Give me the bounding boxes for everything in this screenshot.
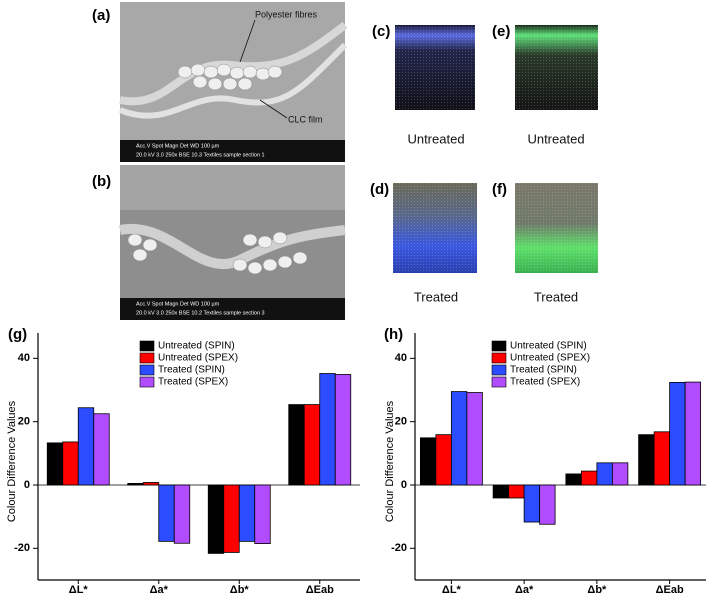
bar — [173, 484, 191, 544]
caption: Treated — [414, 289, 458, 304]
caption: Untreated — [527, 131, 584, 146]
bar — [611, 462, 629, 486]
bar — [254, 484, 271, 544]
legend-label: Treated (SPEX) — [158, 377, 228, 388]
annotation: Polyester fibres — [255, 9, 318, 19]
legend-label: Untreated (SPEX) — [158, 353, 238, 364]
info-bar — [120, 140, 345, 162]
legend-swatch — [491, 364, 507, 376]
bar — [46, 442, 64, 486]
bar — [77, 407, 95, 486]
panel-label: (g) — [8, 326, 27, 343]
legend-label: Treated (SPIN) — [510, 365, 577, 376]
info-text: Acc.V Spot Magn Det WD 100 µm — [136, 301, 220, 307]
x-tick-label: ΔL* — [442, 584, 462, 596]
bar — [580, 470, 598, 486]
bar — [62, 441, 79, 486]
bar — [565, 473, 582, 486]
info-text: Acc.V Spot Magn Det WD 100 µm — [136, 143, 220, 149]
panel-label: (d) — [370, 181, 389, 198]
legend-swatch — [139, 352, 155, 364]
info-text: 20.0 kV 3.0 250x BSE 10.3 Textiles sampl… — [136, 152, 265, 158]
y-tick-label: 40 — [18, 352, 30, 364]
legend-swatch — [139, 364, 155, 376]
y-axis-label: Colour Difference Values — [384, 400, 396, 522]
legend-swatch — [139, 376, 155, 388]
bar — [638, 434, 655, 486]
legend-label: Treated (SPIN) — [158, 365, 225, 376]
y-tick-label: 0 — [401, 479, 407, 491]
bar — [207, 484, 225, 554]
y-tick-label: 20 — [395, 416, 407, 428]
bar — [238, 484, 256, 542]
bar — [419, 437, 437, 486]
legend-label: Treated (SPEX) — [510, 377, 580, 388]
bar — [93, 413, 110, 486]
legend-label: Untreated (SPIN) — [510, 341, 587, 352]
bar — [223, 484, 240, 553]
legend-swatch — [491, 376, 507, 388]
y-tick-label: 40 — [395, 352, 407, 364]
fabric-photos — [393, 25, 598, 273]
panel-label: (h) — [384, 326, 403, 343]
info-text: 20.0 kV 3.0 250x BSE 10.2 Textiles sampl… — [136, 310, 265, 316]
bar — [450, 391, 468, 486]
bar — [435, 434, 452, 486]
sem-images — [118, 2, 348, 320]
caption: Treated — [534, 289, 578, 304]
info-bar — [120, 298, 345, 320]
x-tick-label: Δa* — [150, 584, 169, 596]
bar — [539, 484, 556, 525]
legend-swatch — [491, 340, 507, 352]
annotation: CLC film — [288, 114, 323, 124]
bar — [669, 381, 686, 486]
x-tick-label: Δb* — [587, 584, 607, 596]
x-tick-label: ΔL* — [69, 584, 89, 596]
y-axis-label: Colour Difference Values — [6, 400, 18, 522]
bar — [303, 404, 321, 486]
panel-label: (b) — [92, 173, 111, 190]
y-tick-label: 0 — [24, 479, 30, 491]
panel-label: (f) — [492, 181, 507, 198]
x-tick-label: Δa* — [515, 584, 534, 596]
bar — [684, 381, 702, 486]
panel-label: (e) — [492, 23, 510, 40]
y-tick-label: -20 — [14, 542, 30, 554]
bar — [492, 484, 510, 499]
x-tick-label: ΔEab — [656, 584, 684, 596]
legend-label: Untreated (SPIN) — [158, 341, 235, 352]
bar — [288, 404, 305, 486]
panel-label: (c) — [372, 23, 390, 40]
bar — [596, 462, 613, 486]
bar — [334, 374, 352, 486]
bar — [127, 483, 144, 486]
bar — [142, 482, 160, 486]
bar — [653, 431, 671, 486]
y-tick-label: -20 — [391, 542, 407, 554]
bar — [158, 484, 175, 542]
legend-label: Untreated (SPEX) — [510, 353, 590, 364]
x-tick-label: ΔEab — [306, 584, 334, 596]
y-tick-label: 20 — [18, 416, 30, 428]
bar — [466, 392, 483, 486]
legend-swatch — [139, 340, 155, 352]
x-tick-label: Δb* — [230, 584, 250, 596]
bar — [508, 484, 525, 499]
bar — [319, 373, 336, 486]
bar — [523, 484, 541, 523]
panel-label: (a) — [92, 7, 110, 24]
legend-swatch — [491, 352, 507, 364]
caption: Untreated — [407, 131, 464, 146]
